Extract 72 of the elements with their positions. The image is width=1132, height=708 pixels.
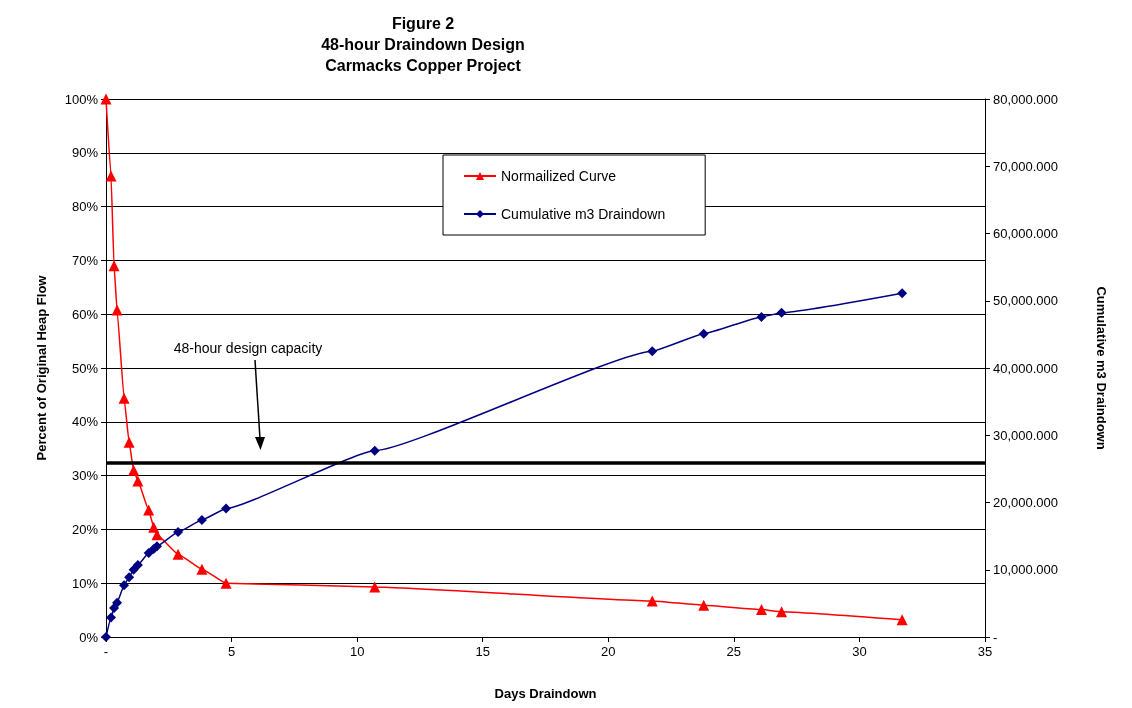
y-tick-label: 50% [71, 360, 99, 376]
y-tick-label: 70% [71, 252, 99, 268]
point [896, 614, 908, 626]
x-tick-label: 35 [977, 644, 993, 659]
y2-tick-label: 30,000.000 [993, 427, 1059, 443]
point [101, 632, 111, 642]
x-tick-label: 30 [852, 644, 867, 659]
y2-tick-label: 40,000.000 [993, 360, 1059, 376]
x-tick-label: 20 [601, 644, 616, 659]
point [698, 599, 710, 611]
y2-tick-label: 80,000.000 [993, 91, 1059, 107]
point [369, 581, 381, 593]
point [173, 527, 184, 538]
point [106, 612, 117, 623]
y-tick-label: 30% [71, 468, 99, 484]
y-axis-title: Percent of Original Heap Flow [34, 274, 49, 461]
y2-axis-title: Cumulative m3 Draindown [1094, 286, 1109, 450]
point [172, 548, 184, 560]
x-axis-title: Days Draindown [494, 686, 597, 701]
y2-tick-label: 50,000.000 [993, 293, 1059, 309]
chart-title: Figure 2 48-hour Draindown Design Carmacks Copper Project [321, 15, 525, 74]
point [128, 564, 139, 575]
x-tick-label: 15 [475, 644, 490, 659]
point [776, 606, 788, 618]
legend-label: Normailized Curve [501, 168, 617, 184]
y2-tick-label: 70,000.000 [993, 158, 1059, 174]
point [143, 504, 155, 516]
annotation: 48-hour design capacity [173, 340, 323, 357]
y-tick-label: 0% [79, 629, 99, 645]
y2-tick-label: 20,000.000 [993, 495, 1059, 510]
point [132, 475, 144, 487]
point [196, 563, 208, 575]
point [776, 307, 787, 318]
y2-tick-label: 60,000.000 [993, 226, 1059, 241]
point [105, 170, 117, 182]
point [100, 93, 112, 105]
x-tick-label: 10 [349, 644, 365, 659]
point [756, 311, 767, 322]
y-tick-label: 90% [71, 145, 99, 161]
point [128, 464, 140, 476]
point [124, 572, 135, 583]
point [220, 577, 232, 589]
point [897, 288, 908, 299]
point [196, 514, 207, 525]
y-tick-label: 60% [71, 306, 99, 322]
point [151, 529, 163, 541]
point [119, 580, 130, 591]
y-tick-label: 20% [71, 521, 99, 537]
y-tick-label: 100% [64, 91, 99, 107]
point [111, 304, 123, 316]
point [109, 603, 120, 614]
point [112, 597, 123, 608]
point [755, 604, 767, 616]
y-tick-label: 40% [71, 414, 99, 430]
point [143, 547, 154, 558]
y2-tick-label: - [993, 629, 998, 645]
point [132, 560, 143, 571]
point [108, 260, 120, 272]
x-tick-label: 25 [726, 644, 742, 659]
x-tick-label: - [103, 644, 109, 659]
y-tick-label: 80% [71, 199, 99, 215]
point [698, 328, 709, 339]
point [647, 346, 658, 357]
point [123, 436, 135, 448]
point [221, 503, 232, 514]
point [118, 392, 130, 404]
point [646, 595, 658, 607]
y-tick-label: 10% [71, 575, 99, 591]
y2-tick-label: 10,000.000 [993, 562, 1059, 578]
x-tick-label: 5 [227, 644, 236, 659]
legend-label: Cumulative m3 Draindown [501, 206, 666, 222]
point [369, 445, 380, 456]
